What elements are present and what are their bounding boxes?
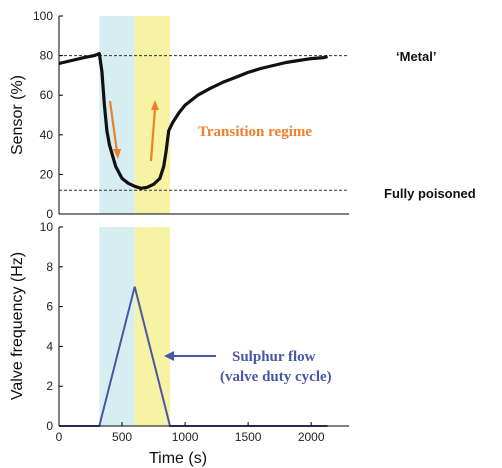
x-tick-labels: 0 500 1000 1500 2000 [56, 430, 325, 444]
bottom-y-tick-label: 6 [46, 300, 53, 314]
top-y-tick-labels: 0 20 40 60 80 100 [33, 9, 53, 221]
down-arrow-head [113, 149, 121, 159]
valve-panel: 0 2 4 6 8 10 0 500 1000 1500 2000 Valve frequency… [9, 220, 349, 467]
bottom-y-tick-labels: 0 2 4 6 8 10 [40, 220, 54, 433]
top-y-tick-label: 40 [40, 128, 54, 142]
sulphur-flow-arrow [164, 351, 216, 361]
top-shaded-regions [99, 16, 170, 214]
top-reference-lines [59, 55, 349, 191]
top-y-axis-label: Sensor (%) [9, 75, 26, 155]
bottom-y-tick-label: 10 [40, 220, 54, 234]
bottom-band-yellow [134, 227, 170, 426]
sensor-line [58, 51, 329, 190]
bottom-band-cyan [99, 227, 135, 426]
x-tick-label: 1000 [172, 430, 199, 444]
blue-arrow-head [164, 351, 174, 361]
x-tick-label: 2000 [298, 430, 325, 444]
down-arrow-shaft [108, 100, 119, 153]
bottom-y-tick-label: 4 [46, 339, 53, 353]
x-tick-label: 500 [112, 430, 132, 444]
top-band-yellow [134, 16, 170, 214]
top-y-tick-label: 80 [40, 49, 54, 63]
valve-duty-cycle-label: (valve duty cycle) [220, 369, 332, 385]
transition-arrows [108, 100, 159, 162]
bottom-shaded-regions [99, 227, 170, 426]
x-tick-label: 0 [56, 430, 63, 444]
sensor-panel: 0 20 40 60 80 100 Sensor (%) ‘Metal’ Fully po… [9, 9, 476, 221]
fully-poisoned-label: Fully poisoned [384, 186, 476, 201]
up-arrow-head [151, 100, 159, 110]
bottom-axes [58, 226, 349, 427]
top-axes [58, 15, 349, 215]
top-y-tick-label: 60 [40, 88, 54, 102]
x-tick-label: 1500 [235, 430, 262, 444]
metal-label: ‘Metal’ [396, 49, 436, 64]
top-y-tick-label: 100 [33, 9, 53, 23]
top-y-tick-label: 0 [46, 207, 53, 221]
x-axis-label: Time (s) [149, 450, 207, 467]
bottom-y-tick-label: 2 [46, 379, 53, 393]
sulphur-flow-label: Sulphur flow [232, 349, 316, 365]
bottom-y-tick-label: 8 [46, 260, 53, 274]
bottom-y-axis-label: Valve frequency (Hz) [9, 252, 26, 400]
sensor-series [58, 51, 329, 190]
up-arrow-shaft [149, 107, 157, 162]
transition-regime-label: Transition regime [198, 124, 312, 140]
top-y-tick-label: 20 [40, 167, 54, 181]
bottom-y-tick-label: 0 [46, 419, 53, 433]
